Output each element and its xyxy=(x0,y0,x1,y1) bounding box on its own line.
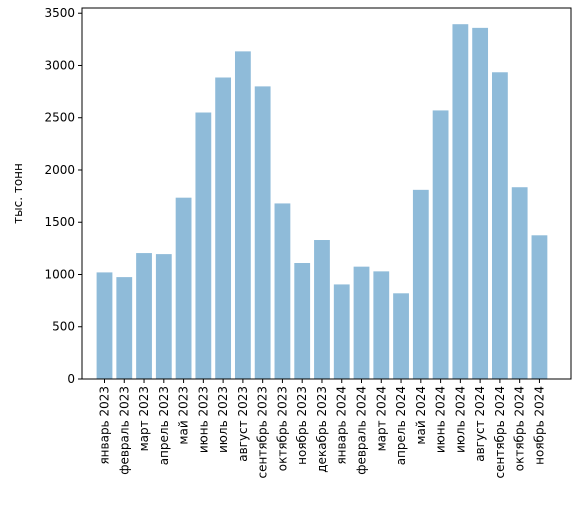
y-tick-label: 1000 xyxy=(44,267,75,281)
bar xyxy=(531,235,548,379)
x-tick-label: февраль 2024 xyxy=(355,386,369,475)
x-tick-label: август 2023 xyxy=(236,386,250,462)
x-tick-label: июнь 2023 xyxy=(196,386,210,453)
x-tick-label: ноябрь 2023 xyxy=(295,386,309,465)
bar xyxy=(353,266,370,379)
bar xyxy=(234,51,251,380)
plot-frame xyxy=(81,7,572,380)
bar xyxy=(511,187,528,379)
x-tick-label: апрель 2024 xyxy=(394,386,408,465)
y-tick-label: 2000 xyxy=(44,163,75,177)
x-tick-label: январь 2023 xyxy=(98,386,112,465)
x-tick-label: декабрь 2023 xyxy=(315,386,329,473)
bar xyxy=(274,203,291,379)
bars xyxy=(96,24,548,380)
bar xyxy=(195,112,212,379)
y-tick-label: 0 xyxy=(67,372,75,386)
x-tick-label: июль 2023 xyxy=(216,386,230,453)
x-tick-label: май 2023 xyxy=(177,386,191,445)
y-tick-label: 3000 xyxy=(44,58,75,72)
bar xyxy=(412,189,429,379)
x-tick-label: июнь 2024 xyxy=(434,386,448,453)
y-tick-label: 2500 xyxy=(44,111,75,125)
y-tick-label: 500 xyxy=(52,320,75,334)
y-tick-label: 3500 xyxy=(44,6,75,20)
bar xyxy=(314,240,330,379)
x-tick-label: ноябрь 2024 xyxy=(532,386,546,465)
x-tick-label: октябрь 2024 xyxy=(513,386,527,471)
bar xyxy=(116,277,133,379)
y-axis-label: тыс. тонн xyxy=(11,163,25,224)
x-tick-label: август 2024 xyxy=(473,386,487,462)
x-tick-label: март 2023 xyxy=(137,386,151,451)
x-tick-label: май 2024 xyxy=(414,386,428,445)
y-tick-label: 1500 xyxy=(44,215,75,229)
bar xyxy=(432,110,449,380)
bar xyxy=(175,197,192,379)
bar xyxy=(96,272,113,379)
x-tick-label: март 2024 xyxy=(374,386,388,451)
bar xyxy=(452,24,469,379)
x-tick-label: сентябрь 2023 xyxy=(256,386,270,478)
bar xyxy=(393,293,409,379)
bar xyxy=(136,253,152,379)
x-axis: январь 2023 февраль 2023 март 2023 апрель 2… xyxy=(98,379,546,478)
y-axis: 0 500 1000 1500 2000 2500 3000 3500 xyxy=(44,6,82,386)
x-tick-label: октябрь 2023 xyxy=(275,386,289,471)
bar xyxy=(373,271,390,379)
x-tick-label: февраль 2023 xyxy=(117,386,131,475)
bar xyxy=(333,284,350,379)
bar xyxy=(155,254,172,379)
bar xyxy=(254,86,271,379)
x-tick-label: апрель 2023 xyxy=(157,386,171,465)
bar xyxy=(492,72,508,380)
bar xyxy=(294,263,311,379)
x-tick-label: сентябрь 2024 xyxy=(493,386,507,478)
bar xyxy=(472,27,489,380)
x-tick-label: январь 2024 xyxy=(335,386,349,465)
x-tick-label: июль 2024 xyxy=(453,386,467,453)
bar xyxy=(215,77,232,379)
